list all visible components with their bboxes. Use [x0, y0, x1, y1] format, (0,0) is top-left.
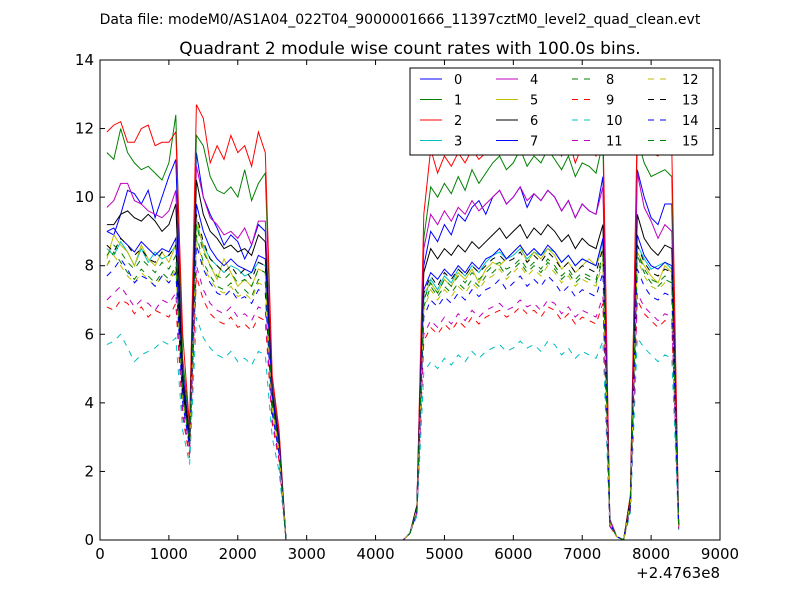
- series-line-8: [106, 234, 680, 540]
- x-tick-label: 6000: [494, 545, 532, 563]
- series-line-4: [106, 166, 680, 540]
- legend-label-15: 15: [682, 135, 699, 150]
- plot-area: [106, 104, 680, 540]
- x-axis-offset-label: +2.4763e8: [636, 564, 720, 582]
- x-tick-label: 1000: [150, 545, 188, 563]
- figure-suptitle: Data file: modeM0/AS1A04_022T04_90000016…: [100, 12, 701, 28]
- series-line-13: [106, 214, 680, 540]
- x-tick-label: 9000: [701, 545, 739, 563]
- y-tick-label: 0: [84, 531, 94, 549]
- x-tick-label: 2000: [219, 545, 257, 563]
- legend-label-10: 10: [606, 114, 623, 129]
- x-tick-label: 5000: [425, 545, 463, 563]
- legend-label-6: 6: [530, 114, 538, 129]
- legend-label-3: 3: [454, 135, 462, 150]
- x-tick-label: 3000: [288, 545, 326, 563]
- series-line-6: [106, 179, 680, 540]
- series-line-14: [106, 244, 680, 540]
- series-line-11: [106, 265, 680, 540]
- series-line-1: [106, 114, 680, 540]
- legend-label-0: 0: [454, 73, 462, 88]
- series-line-15: [106, 224, 680, 540]
- legend-label-1: 1: [454, 94, 462, 109]
- chart-title: Quadrant 2 module wise count rates with …: [179, 39, 640, 59]
- y-tick-label: 14: [75, 51, 94, 69]
- x-tick-label: 0: [95, 545, 105, 563]
- series-line-9: [106, 275, 680, 540]
- legend-label-5: 5: [530, 94, 538, 109]
- x-tick-label: 7000: [563, 545, 601, 563]
- plot-frame: [99, 59, 721, 541]
- legend-label-7: 7: [530, 135, 538, 150]
- y-tick-label: 8: [84, 257, 94, 275]
- y-tick-label: 4: [84, 394, 94, 412]
- y-tick-label: 2: [84, 462, 94, 480]
- legend-label-2: 2: [454, 114, 462, 129]
- y-tick-label: 6: [84, 325, 94, 343]
- x-tick-label: 4000: [356, 545, 394, 563]
- series-line-7: [106, 203, 680, 540]
- legend-label-9: 9: [606, 94, 614, 109]
- legend-label-14: 14: [682, 114, 699, 129]
- legend-label-8: 8: [606, 73, 614, 88]
- legend-label-13: 13: [682, 94, 699, 109]
- series-line-5: [106, 217, 680, 540]
- y-tick-label: 10: [75, 188, 94, 206]
- legend-label-12: 12: [682, 73, 699, 88]
- axes: 0 1000 2000 3000 4000 5000 6000 7000 8000 9000 0 2 4…: [75, 51, 739, 563]
- x-tick-label: 8000: [632, 545, 670, 563]
- series-line-12: [106, 238, 680, 540]
- legend-label-4: 4: [530, 73, 538, 88]
- y-tick-label: 12: [75, 120, 94, 138]
- legend-label-11: 11: [606, 135, 623, 150]
